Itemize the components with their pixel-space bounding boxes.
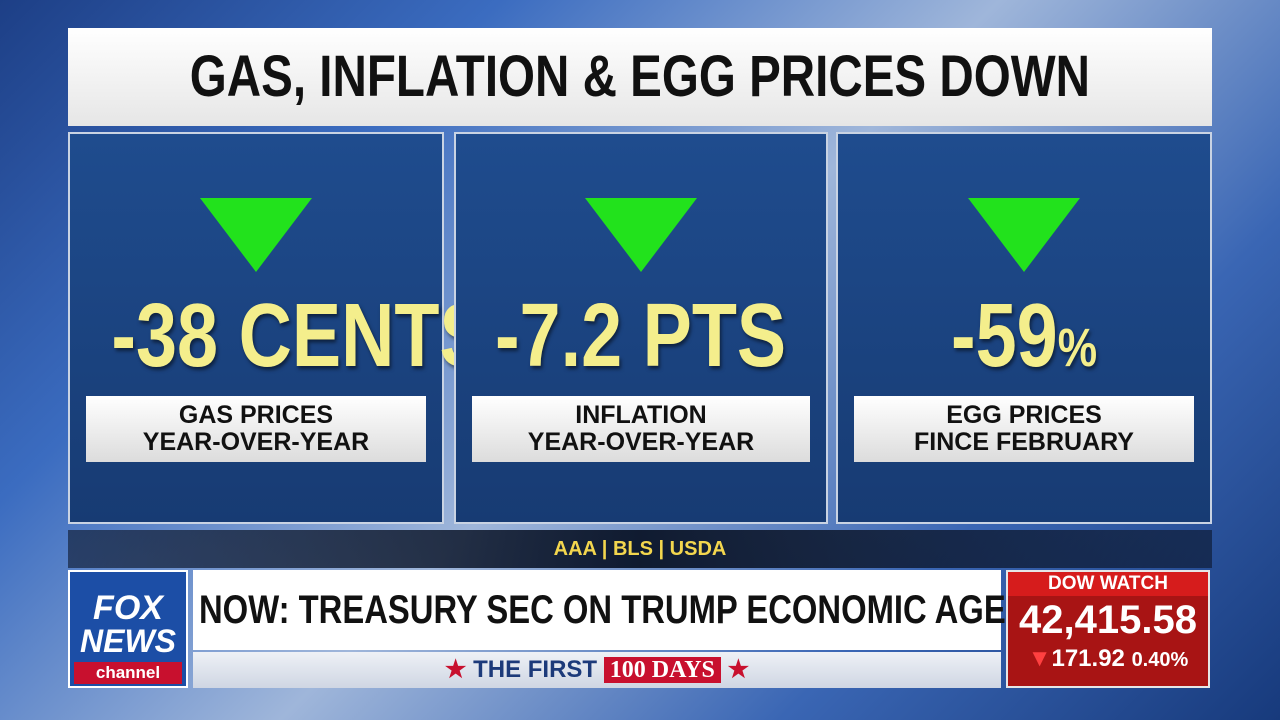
- panel-label: EGG PRICES FINCE FEBRUARY: [854, 396, 1194, 462]
- panel-value-box: -7.2 PTS: [456, 286, 826, 386]
- label-line: INFLATION: [575, 401, 707, 429]
- market-change: 171.92: [1051, 645, 1125, 672]
- market-box: DOW WATCH 42,415.58 ▼171.92 0.40%: [1006, 570, 1210, 688]
- down-arrow: [585, 198, 697, 272]
- panel-value-box: -59%: [838, 286, 1210, 398]
- headline-bar: NOW: TREASURY SEC ON TRUMP ECONOMIC AGEN…: [193, 570, 1077, 650]
- logo-channel: channel: [74, 662, 182, 684]
- show-days: 100 DAYS: [603, 657, 721, 683]
- logo-fox: FOX: [93, 589, 163, 627]
- panel-value: -7.2 PTS: [495, 286, 787, 386]
- label-line: FINCE FEBRUARY: [914, 428, 1134, 456]
- panel-value-wrap: -59%: [951, 286, 1097, 398]
- label-line: YEAR-OVER-YEAR: [527, 428, 755, 456]
- market-label: DOW WATCH: [1008, 572, 1208, 596]
- panel: -38 CENTS GAS PRICES YEAR-OVER-YEAR: [68, 132, 489, 524]
- panel-value-box: -38 CENTS: [70, 286, 488, 386]
- down-arrow: [968, 198, 1080, 272]
- label-line: EGG PRICES: [946, 401, 1102, 429]
- label-line: YEAR-OVER-YEAR: [142, 428, 370, 456]
- panel-value: -59: [950, 286, 1058, 386]
- panel: -7.2 PTS INFLATION YEAR-OVER-YEAR: [454, 132, 828, 524]
- title: GAS, INFLATION & EGG PRICES DOWN: [189, 44, 1091, 109]
- down-icon: ▼: [1027, 645, 1052, 672]
- panel-label: GAS PRICES YEAR-OVER-YEAR: [86, 396, 426, 462]
- show-bar: ★ THE FIRST 100 DAYS ★: [193, 652, 1001, 688]
- logo: FOX NEWS channel: [68, 570, 188, 688]
- headline: NOW: TREASURY SEC ON TRUMP ECONOMIC AGEN…: [199, 588, 1077, 632]
- market-percent: 0.40%: [1131, 649, 1189, 671]
- panel-label: INFLATION YEAR-OVER-YEAR: [472, 396, 810, 462]
- market-value: 42,415.58: [1019, 598, 1197, 642]
- panel-value: -38 CENTS: [111, 286, 489, 386]
- title-bar: GAS, INFLATION & EGG PRICES DOWN: [68, 28, 1212, 126]
- show-name: THE FIRST: [473, 656, 598, 683]
- sources: AAA | BLS | USDA: [68, 530, 1212, 568]
- star: ★: [720, 656, 750, 683]
- logo-news: NEWS: [80, 623, 176, 659]
- panel-unit: %: [1057, 318, 1098, 378]
- down-arrow: [200, 198, 312, 272]
- market-change-row: ▼171.92 0.40%: [1008, 644, 1208, 675]
- label-line: GAS PRICES: [178, 401, 334, 429]
- star: ★: [444, 656, 474, 683]
- panel: -59% EGG PRICES FINCE FEBRUARY: [836, 132, 1212, 524]
